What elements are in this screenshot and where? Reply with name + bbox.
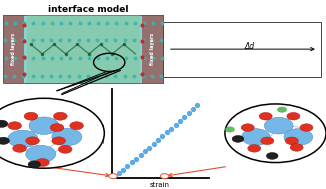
Circle shape: [0, 137, 9, 144]
Bar: [142, 15, 163, 83]
Circle shape: [26, 145, 56, 163]
Circle shape: [8, 122, 22, 130]
Text: Δd: Δd: [244, 42, 255, 51]
Circle shape: [285, 137, 298, 145]
Circle shape: [58, 145, 72, 153]
Circle shape: [225, 104, 326, 163]
Circle shape: [284, 129, 313, 145]
Circle shape: [242, 129, 270, 145]
Bar: [163, 22, 321, 77]
Circle shape: [53, 112, 67, 120]
Circle shape: [0, 98, 104, 168]
Circle shape: [264, 117, 293, 134]
Circle shape: [70, 122, 83, 130]
Text: strain: strain: [150, 182, 170, 188]
Circle shape: [248, 145, 261, 152]
Circle shape: [28, 161, 40, 168]
Circle shape: [300, 124, 313, 131]
Circle shape: [259, 112, 272, 120]
Bar: [27, 15, 140, 83]
Circle shape: [50, 124, 64, 132]
Circle shape: [232, 136, 244, 142]
Circle shape: [29, 117, 59, 134]
Text: interface model: interface model: [48, 5, 128, 14]
Circle shape: [36, 159, 49, 167]
Circle shape: [277, 107, 287, 112]
Circle shape: [13, 144, 26, 152]
Circle shape: [26, 137, 39, 145]
Text: fixed layers: fixed layers: [11, 33, 16, 65]
Circle shape: [261, 137, 274, 145]
Circle shape: [241, 124, 254, 131]
Circle shape: [52, 137, 66, 145]
Text: stress: stress: [100, 122, 106, 143]
Circle shape: [225, 127, 234, 132]
Text: fixed layers: fixed layers: [150, 33, 155, 65]
Circle shape: [290, 144, 303, 151]
Circle shape: [160, 174, 169, 179]
Bar: [3, 15, 24, 83]
Circle shape: [52, 128, 82, 146]
Circle shape: [24, 112, 38, 120]
Circle shape: [8, 130, 38, 148]
Circle shape: [0, 120, 8, 127]
Circle shape: [287, 112, 300, 120]
Circle shape: [266, 153, 278, 159]
Bar: [3, 15, 163, 83]
Circle shape: [109, 174, 117, 179]
